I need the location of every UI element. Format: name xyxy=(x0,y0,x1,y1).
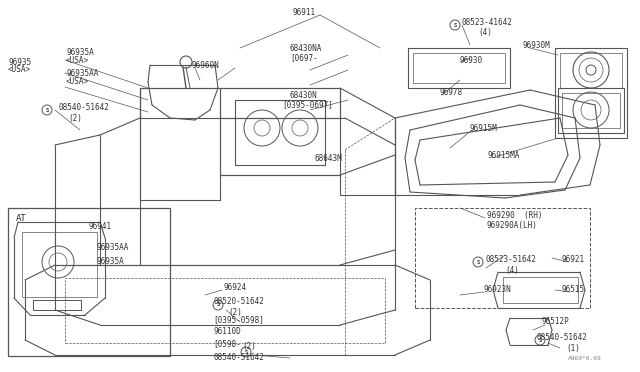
Bar xyxy=(65,278,385,343)
Text: 96921: 96921 xyxy=(562,256,585,264)
Text: 96923N: 96923N xyxy=(484,285,512,295)
Text: 96941: 96941 xyxy=(88,221,111,231)
Text: 68430N: 68430N xyxy=(290,90,317,99)
Bar xyxy=(22,232,97,297)
Text: 68643M: 68643M xyxy=(315,154,343,163)
Text: S: S xyxy=(216,302,220,308)
Text: <USA>: <USA> xyxy=(66,77,89,86)
Text: <USA>: <USA> xyxy=(66,55,89,64)
Text: (4): (4) xyxy=(478,28,492,36)
Text: 08540-51642: 08540-51642 xyxy=(214,353,265,362)
Text: 96935AA: 96935AA xyxy=(96,244,129,253)
Text: <USA>: <USA> xyxy=(8,64,31,74)
Text: 96924: 96924 xyxy=(224,283,247,292)
Text: 96512P: 96512P xyxy=(542,317,570,327)
Text: 96915M: 96915M xyxy=(470,124,498,132)
Bar xyxy=(555,48,627,138)
Text: 969290A(LH): 969290A(LH) xyxy=(487,221,538,230)
Text: 68430NA: 68430NA xyxy=(290,44,323,52)
Text: 08540-51642: 08540-51642 xyxy=(537,333,588,341)
Text: (2): (2) xyxy=(228,308,242,317)
Text: 08520-51642: 08520-51642 xyxy=(213,296,264,305)
Text: S: S xyxy=(476,260,479,264)
Text: [0395-0598]: [0395-0598] xyxy=(213,315,264,324)
Text: 96935: 96935 xyxy=(8,58,31,67)
Text: 08540-51642: 08540-51642 xyxy=(58,103,109,112)
Text: AT: AT xyxy=(16,214,27,222)
Text: 08523-51642: 08523-51642 xyxy=(486,256,537,264)
Text: 96930: 96930 xyxy=(460,55,483,64)
Bar xyxy=(413,53,505,83)
Bar xyxy=(33,300,81,310)
Bar xyxy=(235,100,325,165)
Bar xyxy=(558,88,624,133)
Text: 96978: 96978 xyxy=(440,87,463,96)
Bar xyxy=(503,277,578,303)
Text: 96935AA: 96935AA xyxy=(66,68,99,77)
Text: 96960N: 96960N xyxy=(192,61,220,70)
Text: 96515: 96515 xyxy=(562,285,585,295)
Text: A969*0.69: A969*0.69 xyxy=(568,356,602,360)
Text: (4): (4) xyxy=(505,266,519,275)
Text: 96110D: 96110D xyxy=(213,327,241,337)
Text: S: S xyxy=(453,22,456,28)
Text: [0598-: [0598- xyxy=(213,340,241,349)
Bar xyxy=(562,93,620,128)
Text: 08523-41642: 08523-41642 xyxy=(462,17,513,26)
Text: [0395-0697]: [0395-0697] xyxy=(282,100,333,109)
Text: 96915MA: 96915MA xyxy=(488,151,520,160)
Text: 969290  (RH): 969290 (RH) xyxy=(487,211,543,219)
Text: S: S xyxy=(538,337,541,343)
Text: 96911: 96911 xyxy=(292,7,316,16)
Text: S: S xyxy=(244,350,248,355)
Bar xyxy=(415,208,590,308)
Text: 96935A: 96935A xyxy=(96,257,124,266)
Text: 96930M: 96930M xyxy=(523,41,551,49)
Text: [0697-: [0697- xyxy=(290,54,317,62)
Text: (1): (1) xyxy=(566,343,580,353)
Text: (2): (2) xyxy=(242,343,256,352)
Bar xyxy=(560,53,622,88)
Bar xyxy=(8,208,170,356)
Text: 96935A: 96935A xyxy=(66,48,93,57)
Text: S: S xyxy=(45,108,49,112)
Text: (2): (2) xyxy=(68,113,82,122)
